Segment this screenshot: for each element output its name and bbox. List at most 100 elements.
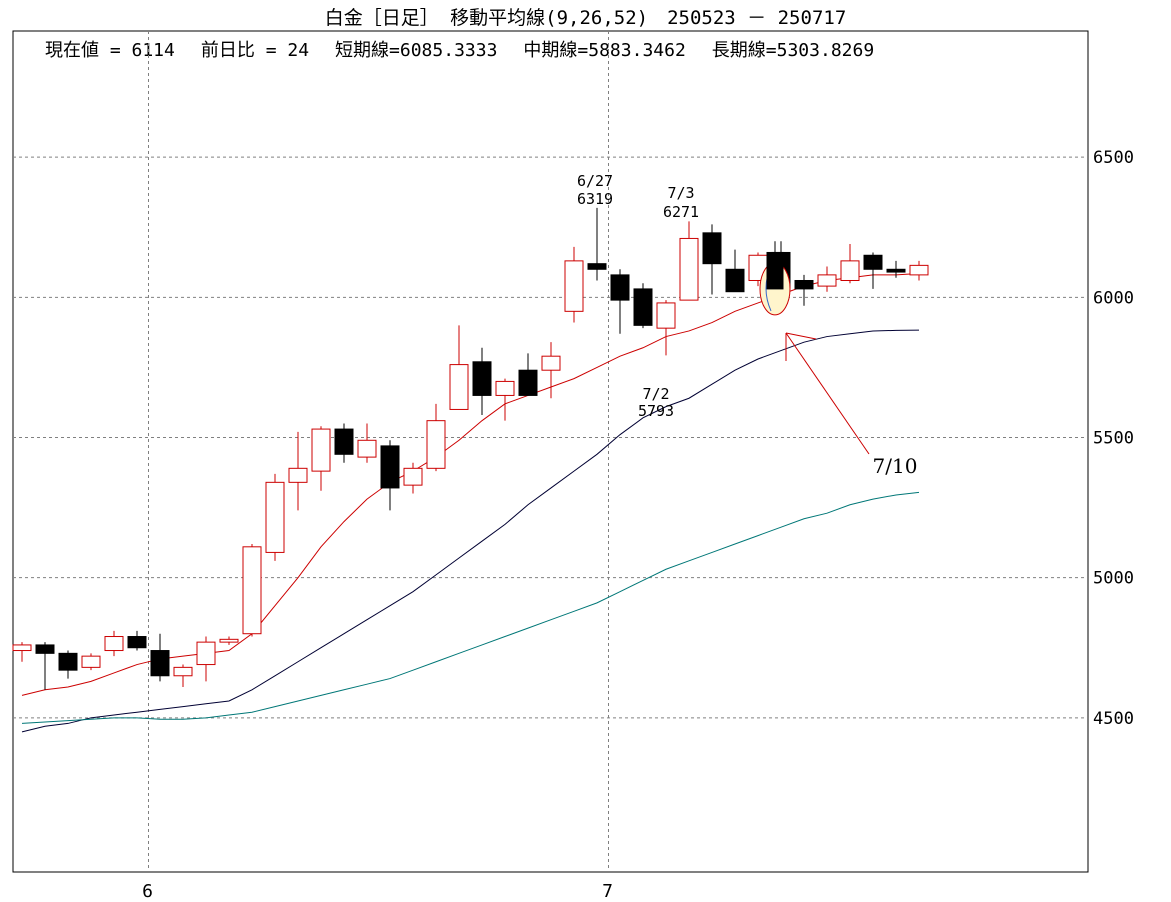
indicator-readout: 現在値 = 6114 前日比 = 24 短期線=6085.3333 中期線=5883.… [45, 36, 900, 62]
candle [863, 252, 883, 289]
candle-body [81, 655, 101, 668]
short-ma-value: 短期線=6085.3333 [335, 40, 498, 61]
candle-body [12, 644, 32, 652]
candle [587, 207, 607, 281]
candle-body [334, 428, 354, 455]
candle [12, 642, 32, 662]
candle-body [196, 641, 216, 666]
candle [403, 462, 423, 494]
candle-body [725, 268, 745, 293]
candle-body [679, 237, 699, 301]
candle [564, 246, 584, 323]
candle [633, 283, 653, 329]
candle [495, 378, 515, 421]
highlight [759, 241, 791, 316]
y-tick-label: 4500 [1093, 709, 1134, 729]
candle [656, 300, 676, 356]
candle-body [886, 268, 906, 273]
candle-body [311, 428, 331, 472]
candle [909, 260, 929, 281]
candle [794, 274, 814, 306]
candle-body [35, 644, 55, 654]
candle-body [863, 254, 883, 270]
candle-body [702, 232, 722, 265]
candle [196, 636, 216, 682]
candle [886, 260, 906, 278]
candle-body [173, 666, 193, 677]
candle [518, 353, 538, 396]
candle [541, 342, 561, 399]
candle-body [380, 445, 400, 489]
candle-body [817, 274, 837, 287]
candle-body [541, 355, 561, 371]
candle-body [840, 260, 860, 281]
candle [81, 653, 101, 671]
candle [127, 630, 147, 651]
day-change: 前日比 = 24 [200, 40, 310, 61]
annotation-date: 7/3 [667, 184, 694, 202]
annotation-arrowhead [785, 332, 817, 340]
candle-body [794, 279, 814, 290]
candle-body [104, 636, 124, 652]
candle-body [242, 546, 262, 635]
candle [725, 249, 745, 293]
y-tick-label: 6500 [1093, 148, 1134, 168]
x-tick-label: 7 [602, 881, 613, 902]
candle [357, 423, 377, 463]
long-ma-value: 長期線=5303.8269 [711, 40, 875, 61]
long-ma-line [21, 491, 920, 724]
candle-body [58, 652, 78, 671]
candle [426, 403, 446, 472]
candle [265, 473, 285, 561]
annotation-date: 7/10 [873, 454, 918, 478]
candle [449, 325, 469, 410]
candles [12, 207, 929, 690]
candle-body [426, 420, 446, 469]
candle-body [518, 369, 538, 396]
candle-body [127, 636, 147, 649]
candle [58, 650, 78, 679]
candle [472, 347, 492, 416]
candle-body [288, 467, 308, 483]
annotation-value: 6271 [663, 203, 699, 221]
candle-body [610, 274, 630, 301]
candle-body [656, 302, 676, 329]
candle [610, 269, 630, 334]
y-tick-label: 5500 [1093, 428, 1134, 448]
candle [817, 266, 837, 292]
candle [311, 426, 331, 491]
candle-body [449, 364, 469, 410]
y-tick-label: 6000 [1093, 288, 1134, 308]
candle-body [357, 439, 377, 458]
candle [702, 224, 722, 295]
grid-lines [13, 31, 1088, 872]
candle-body [495, 380, 515, 396]
candle-body [587, 263, 607, 270]
candle-body [633, 288, 653, 326]
annotation-value: 6319 [577, 190, 613, 208]
highlight-candle-body [766, 251, 784, 290]
candle [104, 630, 124, 657]
candle-body [909, 264, 929, 276]
candle-body [403, 467, 423, 486]
candle [173, 664, 193, 687]
axis-labels: 4500 5000 5500 6000 6500 6 7 [142, 148, 1134, 902]
candle [334, 423, 354, 463]
candle-body [150, 650, 170, 677]
candle [35, 642, 55, 690]
candle-body [472, 361, 492, 396]
x-tick-label: 6 [142, 881, 153, 902]
candle [242, 544, 262, 637]
chart-title: 白金［日足］ 移動平均線(9,26,52) 250523 － 250717 [324, 7, 847, 29]
candle [219, 636, 239, 645]
candle [679, 221, 699, 301]
annotation-date: 6/27 [577, 172, 613, 190]
candle [288, 431, 308, 511]
annotation-value: 5793 [638, 402, 674, 420]
candle-body [219, 638, 239, 643]
plot-frame [12, 30, 1089, 873]
annotation-arrow [785, 332, 870, 455]
mid-ma-value: 中期線=5883.3462 [523, 40, 686, 61]
